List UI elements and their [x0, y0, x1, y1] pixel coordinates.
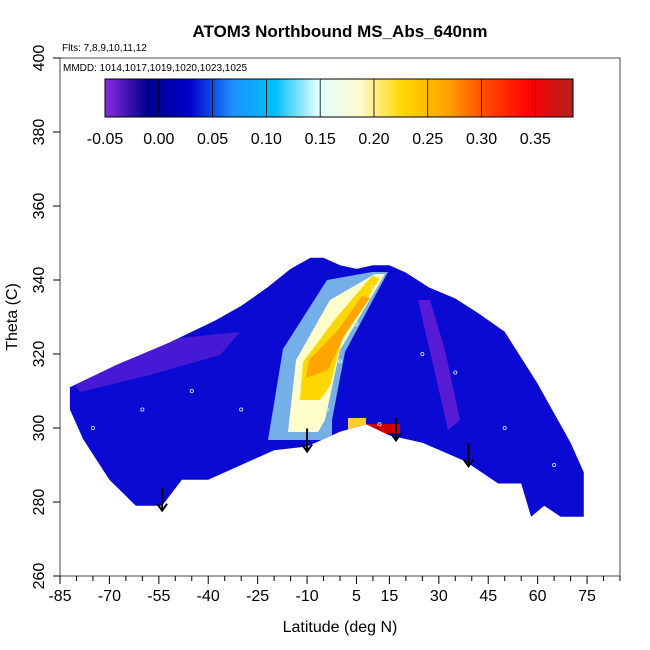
- x-tick-label: 60: [529, 588, 547, 605]
- colorbar-tick-label: -0.05: [87, 131, 124, 148]
- hotspot-red: [360, 424, 400, 433]
- sample-point: [90, 425, 95, 430]
- y-axis-label: Theta (C): [4, 283, 21, 351]
- y-tick-label: 300: [31, 415, 48, 442]
- mid-purple: [418, 300, 460, 430]
- flights-label: Flts: 7,8,9,10,11,12: [62, 43, 147, 54]
- arrow-head: [156, 503, 168, 513]
- sample-point: [337, 359, 342, 364]
- x-tick-label: 30: [430, 588, 448, 605]
- dates-label: MMDD: 1014,1017,1019,1020,1023,1025: [63, 63, 247, 74]
- x-tick-label: -85: [48, 588, 71, 605]
- colorbar-ticks: -0.05 0.00 0.05 0.10 0.15 0.20 0.25 0.30 0.35: [87, 79, 551, 148]
- colorbar-tick-label: 0.25: [412, 131, 443, 148]
- colorbar-tick-label: 0.35: [520, 131, 551, 148]
- sample-point: [288, 425, 293, 430]
- sample-point: [552, 462, 557, 467]
- y-tick-label: 380: [31, 119, 48, 146]
- hotspot-orange: [348, 418, 366, 430]
- sample-point: [370, 285, 375, 290]
- flight-points: [90, 285, 557, 467]
- colorbar-tick-label: 0.00: [143, 131, 174, 148]
- x-tick-label: 5: [352, 588, 361, 605]
- colorbar-tick-label: 0.20: [358, 131, 389, 148]
- chart-title: ATOM3 Northbound MS_Abs_640nm: [192, 22, 487, 41]
- arrow-head: [390, 432, 402, 443]
- colorbar-rect: [104, 78, 574, 118]
- y-tick-label: 340: [31, 267, 48, 294]
- colorbar-tick-label: 0.30: [466, 131, 497, 148]
- sample-point: [377, 422, 382, 427]
- sample-point: [502, 425, 507, 430]
- x-tick-label: -40: [197, 588, 220, 605]
- x-tick-label: -55: [147, 588, 170, 605]
- x-tick-label: 75: [578, 588, 596, 605]
- sample-point: [420, 351, 425, 356]
- plume-peak: [306, 296, 370, 378]
- x-tick-label: -70: [98, 588, 121, 605]
- data-field: [69, 257, 584, 517]
- x-axis: -85 -70 -55 -40 -25 -10 5 15 30 45 60 75: [48, 576, 621, 605]
- colorbar-tick-label: 0.15: [305, 131, 336, 148]
- sample-point: [324, 407, 329, 412]
- colorbar-tick-label: 0.05: [197, 131, 228, 148]
- arrow-head: [462, 458, 475, 469]
- x-tick-label: -25: [246, 588, 269, 605]
- y-tick-label: 360: [31, 193, 48, 220]
- y-tick-label: 320: [31, 341, 48, 368]
- arrow-head: [301, 443, 313, 454]
- y-tick-label: 280: [31, 489, 48, 516]
- sample-point: [189, 388, 194, 393]
- sample-point: [453, 370, 458, 375]
- field-features: [75, 272, 460, 440]
- y-tick-label: 260: [31, 563, 48, 590]
- y-axis: 260 280 300 320 340 360 380 400: [31, 45, 60, 590]
- x-tick-label: 45: [479, 588, 497, 605]
- x-axis-label: Latitude (deg N): [283, 619, 398, 636]
- x-tick-label: 15: [381, 588, 399, 605]
- colorbar-tick-label: 0.10: [251, 131, 282, 148]
- sample-point: [354, 322, 359, 327]
- south-purple: [75, 332, 240, 392]
- arrows: [156, 417, 475, 513]
- sample-point: [239, 407, 244, 412]
- sample-point: [140, 407, 145, 412]
- sample-point: [311, 425, 316, 430]
- x-tick-label: -10: [295, 588, 318, 605]
- y-tick-label: 400: [31, 45, 48, 72]
